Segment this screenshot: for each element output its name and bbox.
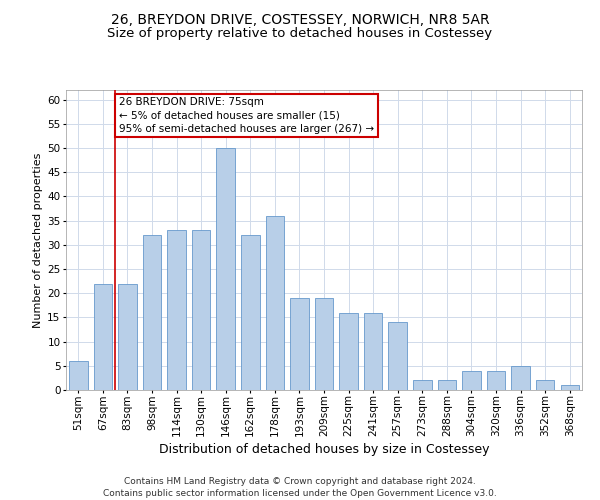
Text: 26 BREYDON DRIVE: 75sqm
← 5% of detached houses are smaller (15)
95% of semi-det: 26 BREYDON DRIVE: 75sqm ← 5% of detached… (119, 98, 374, 134)
Bar (437, 380, 456, 390)
X-axis label: Distribution of detached houses by size in Costessey: Distribution of detached houses by size … (159, 443, 489, 456)
Text: Size of property relative to detached houses in Costessey: Size of property relative to detached ho… (107, 28, 493, 40)
Bar (315, 298, 333, 390)
Bar (118, 284, 137, 390)
Bar (167, 230, 186, 390)
Text: Contains HM Land Registry data © Crown copyright and database right 2024.
Contai: Contains HM Land Registry data © Crown c… (103, 476, 497, 498)
Bar (364, 312, 382, 390)
Bar (266, 216, 284, 390)
Bar (94, 284, 112, 390)
Bar (487, 370, 505, 390)
Bar (290, 298, 308, 390)
Bar (217, 148, 235, 390)
Bar (192, 230, 211, 390)
Y-axis label: Number of detached properties: Number of detached properties (33, 152, 43, 328)
Text: 26, BREYDON DRIVE, COSTESSEY, NORWICH, NR8 5AR: 26, BREYDON DRIVE, COSTESSEY, NORWICH, N… (110, 12, 490, 26)
Bar (143, 235, 161, 390)
Bar (536, 380, 554, 390)
Bar (462, 370, 481, 390)
Bar (413, 380, 431, 390)
Bar (340, 312, 358, 390)
Bar (560, 385, 579, 390)
Bar (241, 235, 260, 390)
Bar (69, 361, 88, 390)
Bar (389, 322, 407, 390)
Bar (511, 366, 530, 390)
